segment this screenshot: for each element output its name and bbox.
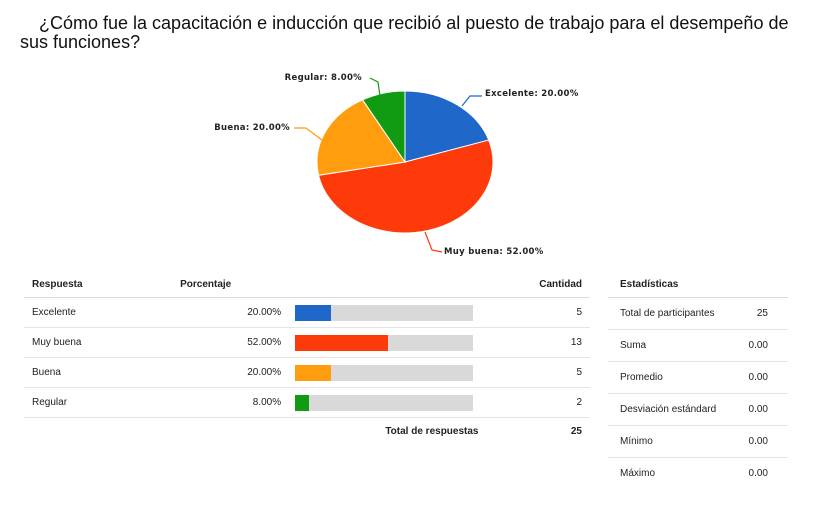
row-response: Excelente: [24, 297, 141, 328]
row-response: Regular: [24, 387, 141, 418]
row-count: 5: [490, 357, 590, 388]
row-bar-cell: [295, 387, 491, 418]
pie-slice-label: Regular: 8.00%: [285, 73, 363, 83]
pie-chart: Excelente: 20.00% Muy buena: 52.00% Buena:…: [214, 73, 579, 257]
stat-label: Mínimo: [608, 425, 730, 458]
header-count: Cantidad: [490, 272, 590, 298]
bar-track: [295, 364, 474, 381]
total-value: 25: [570, 425, 582, 437]
pie-slice-label: Excelente: 20.00%: [485, 89, 579, 99]
bar-track: [295, 334, 474, 351]
stat-value: 0.00: [730, 329, 788, 362]
total-row: Total de respuestas 25: [24, 418, 590, 445]
stat-row: Promedio 0.00: [608, 361, 788, 394]
pie-leader-line: [424, 231, 443, 253]
responses-table: Respuesta Porcentaje Cantidad Excelente 2…: [24, 272, 590, 444]
row-bar-cell: [295, 297, 491, 328]
row-percent: 52.00%: [140, 327, 296, 358]
stat-row: Máximo 0.00: [608, 458, 788, 490]
responses-header-row: Respuesta Porcentaje Cantidad: [24, 272, 590, 298]
stat-label: Desviación estándard: [608, 393, 730, 426]
row-bar-cell: [295, 327, 491, 358]
question-title: ¿Cómo fue la capacitación e inducción qu…: [20, 13, 789, 52]
bar-track: [295, 394, 474, 411]
bar-fill: [295, 304, 331, 321]
pie-leader-line: [369, 77, 381, 97]
header-bar: [295, 272, 491, 298]
row-percent: 20.00%: [140, 297, 296, 328]
table-row: Excelente 20.00% 5: [24, 297, 590, 328]
bar-track: [295, 304, 474, 321]
stat-label: Promedio: [608, 361, 730, 394]
bar-fill: [295, 364, 331, 381]
row-response: Buena: [24, 357, 141, 388]
stat-row: Total de participantes 25: [608, 297, 788, 330]
stat-row: Mínimo 0.00: [608, 425, 788, 458]
header-response: Respuesta: [24, 272, 141, 298]
stat-row: Suma 0.00: [608, 329, 788, 362]
stat-label: Total de participantes: [608, 297, 730, 330]
pie-slice-label: Muy buena: 52.00%: [444, 247, 544, 257]
row-count: 13: [490, 327, 590, 358]
pie-slice: [317, 139, 494, 234]
pie-leader-line: [461, 95, 482, 107]
stat-value: 0.00: [748, 468, 768, 479]
row-response: Muy buena: [24, 327, 141, 358]
statistics-title: Estadísticas: [608, 272, 788, 298]
pie-chart-container: Excelente: 20.00% Muy buena: 52.00% Buena:…: [214, 73, 579, 257]
total-label: Total de respuestas: [385, 425, 479, 437]
table-row: Regular 8.00% 2: [24, 387, 590, 418]
statistics-header-row: Estadísticas: [608, 272, 788, 298]
table-row: Muy buena 52.00% 13: [24, 327, 590, 358]
bar-fill: [295, 334, 388, 351]
row-count: 2: [490, 387, 590, 418]
row-percent: 8.00%: [140, 387, 296, 418]
row-percent: 20.00%: [140, 357, 296, 388]
stat-value: 0.00: [730, 361, 788, 394]
stat-value: 0.00: [730, 393, 788, 426]
pie-leader-line: [294, 127, 323, 141]
pie-slice-label: Buena: 20.00%: [214, 123, 290, 133]
row-bar-cell: [295, 357, 491, 388]
pie-slice: [316, 99, 406, 176]
header-percent: Porcentaje: [140, 272, 296, 298]
statistics-table: Estadísticas Total de participantes 25 Sum…: [608, 272, 788, 489]
stat-row: Desviación estándard 0.00: [608, 393, 788, 426]
pie-slice: [361, 90, 406, 164]
pie-slice: [404, 90, 490, 163]
stat-label: Máximo: [620, 468, 656, 479]
stat-value: 0.00: [730, 425, 788, 458]
stat-label: Suma: [608, 329, 730, 362]
table-row: Buena 20.00% 5: [24, 357, 590, 388]
row-count: 5: [490, 297, 590, 328]
stat-value: 25: [730, 297, 788, 330]
bar-fill: [295, 394, 310, 411]
